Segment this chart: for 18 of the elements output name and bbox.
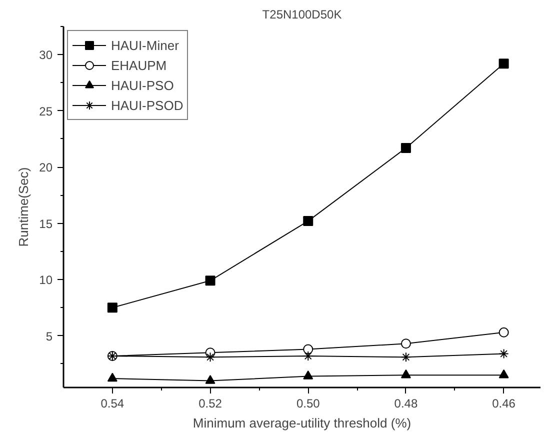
y-axis-title: Runtime(Sec) [16,167,32,247]
legend-label: HAUI-PSOD [111,98,184,112]
chart-title: T25N100D50K [262,8,342,22]
legend-label: EHAUPM [111,58,167,72]
y-tick-label: 15 [39,216,53,231]
y-tick-label: 25 [39,104,53,118]
y-tick-label: 5 [46,329,53,344]
y-tick-label: 20 [39,160,53,175]
x-tick-label: 0.54 [100,396,124,410]
y-tick-label: 10 [39,273,53,288]
legend-label: HAUI-PSO [111,78,174,92]
x-tick-label: 0.50 [296,396,320,410]
x-tick-label: 0.52 [198,396,222,410]
x-tick-label: 0.46 [492,396,516,410]
x-axis-title: Minimum average-utility threshold (%) [192,416,412,430]
x-tick-label: 0.48 [394,396,418,410]
legend-label: HAUI-Miner [111,38,179,52]
y-tick-label: 30 [39,48,53,62]
